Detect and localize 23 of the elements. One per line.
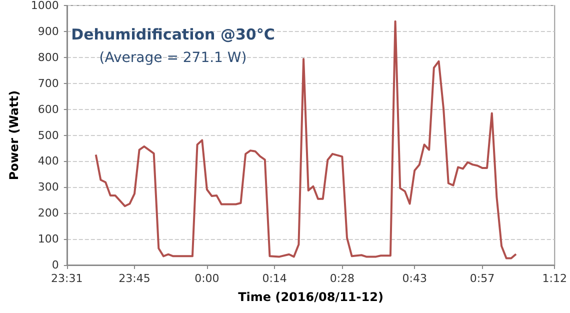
x-tick-label: 0:43 — [402, 272, 427, 285]
text: (Average = 271.1 W) — [99, 50, 247, 66]
y-tick-label: 1000 — [30, 0, 59, 12]
y-tick-label: 100 — [38, 232, 59, 246]
y-tick-label: 200 — [38, 206, 59, 220]
x-tick-label: 23:45 — [118, 272, 150, 285]
x-tick-label: 0:57 — [470, 272, 495, 285]
y-tick-label: 800 — [38, 50, 59, 64]
y-tick-label: 700 — [38, 76, 59, 90]
y-axis-title: Power (Watt) — [7, 90, 21, 180]
x-tick-label: 0:28 — [330, 272, 355, 285]
y-tick-label: 900 — [38, 24, 59, 38]
y-tick-label: 600 — [38, 102, 59, 116]
y-tick-label: 500 — [38, 128, 59, 142]
x-tick-label: 0:14 — [262, 272, 287, 285]
text: Dehumidification @30°C — [71, 26, 275, 44]
y-tick-label: 0 — [52, 258, 59, 272]
y-tick-label: 400 — [38, 154, 59, 168]
x-axis-title: Time (2016/08/11-12) — [238, 290, 384, 304]
x-tick-label: 0:00 — [194, 272, 220, 285]
x-tick-label: 1:12 — [542, 272, 567, 285]
y-tick-label: 300 — [38, 180, 59, 194]
x-tick-label: 23:31 — [51, 272, 83, 285]
